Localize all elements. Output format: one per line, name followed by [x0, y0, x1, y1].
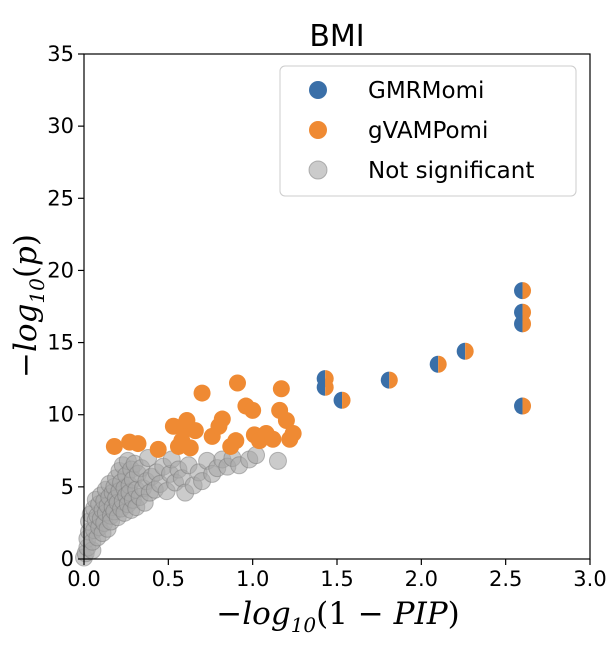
y-tick-label: 0	[61, 547, 74, 571]
point-gvampomi	[181, 439, 199, 457]
x-tick-label: 3.0	[573, 567, 606, 591]
point-gvampomi	[193, 384, 211, 402]
legend-label-gvampomi: gVAMPomi	[368, 118, 488, 144]
y-tick-label: 20	[47, 258, 74, 282]
legend-box	[279, 65, 577, 197]
point-gvampomi	[277, 411, 295, 429]
point-gmrmomi-gvampomi-half	[522, 315, 532, 333]
x-axis-ticks: 0.0 0.5 1.0 1.5 2.0 2.5 3.0	[67, 559, 607, 591]
chart-title: BMI	[309, 19, 364, 54]
y-tick-label: 10	[47, 403, 74, 427]
y-tick-label: 35	[47, 42, 74, 66]
legend-marker-gmrmomi	[309, 81, 327, 99]
y-tick-label: 15	[47, 331, 74, 355]
point-gvampomi	[129, 435, 147, 453]
x-label-close: )	[448, 596, 460, 632]
point-gmrmomi	[456, 342, 466, 360]
y-label-log: log	[8, 304, 44, 352]
point-gmrmomi	[514, 315, 523, 333]
point-gmrmomi	[429, 355, 439, 373]
legend: GMRMomi gVAMPomi Not significant	[279, 65, 577, 197]
point-gvampomi	[186, 422, 204, 440]
y-tick-label: 25	[47, 186, 74, 210]
point-gmrmomi-gvampomi-half	[438, 355, 447, 373]
y-label-close: )	[8, 234, 44, 246]
point-gmrmomi	[316, 378, 326, 396]
point-gvampomi	[272, 380, 290, 398]
point-gvampomi	[284, 424, 302, 442]
point-gmrmomi-gvampomi-half	[325, 378, 334, 396]
point-gmrmomi	[514, 282, 523, 300]
y-label-open: (	[8, 266, 44, 278]
x-label-log: log	[242, 596, 290, 632]
y-axis-label: −log10(p)	[8, 234, 49, 378]
point-gmrmomi	[380, 371, 390, 389]
x-tick-label: 1.0	[236, 567, 269, 591]
x-tick-label: 0.0	[67, 567, 100, 591]
x-label-minus: −	[216, 596, 242, 632]
point-gmrmomi-gvampomi-half	[522, 282, 532, 300]
point-not-significant	[247, 446, 266, 465]
point-gvampomi	[213, 410, 231, 428]
legend-label-not-significant: Not significant	[368, 158, 534, 184]
y-label-base: 10	[25, 278, 49, 304]
point-gvampomi	[244, 401, 262, 419]
x-label-pip: PIP	[393, 596, 449, 632]
point-not-significant	[268, 451, 287, 470]
point-gmrmomi	[514, 397, 523, 415]
legend-marker-gvampomi	[309, 121, 327, 139]
point-gvampomi	[228, 374, 246, 392]
x-tick-label: 2.0	[405, 567, 438, 591]
point-gmrmomi	[333, 391, 343, 409]
point-gvampomi	[149, 440, 167, 458]
x-tick-label: 1.5	[320, 567, 353, 591]
data-points	[75, 282, 532, 567]
point-gvampomi	[227, 432, 245, 450]
y-tick-label: 5	[61, 475, 74, 499]
y-tick-label: 30	[47, 114, 74, 138]
x-axis-label: −log10(1 − PIP)	[216, 596, 459, 637]
point-gmrmomi-gvampomi-half	[465, 342, 474, 360]
x-label-base: 10	[291, 613, 317, 637]
legend-label-gmrmomi: GMRMomi	[368, 78, 484, 104]
x-tick-label: 0.5	[152, 567, 185, 591]
point-gmrmomi-gvampomi-half	[389, 371, 398, 389]
point-gvampomi	[105, 437, 123, 455]
point-gmrmomi-gvampomi-half	[522, 397, 532, 415]
point-gvampomi	[264, 430, 282, 448]
y-label-p: p	[8, 246, 44, 266]
legend-marker-not-significant	[308, 160, 328, 180]
x-label-open: (1 −	[316, 596, 394, 632]
point-gmrmomi-gvampomi-half	[342, 391, 351, 409]
y-axis-ticks: 0 5 10 15 20 25 30 35	[47, 42, 84, 571]
y-label-minus: −	[8, 352, 44, 378]
x-tick-label: 2.5	[489, 567, 522, 591]
